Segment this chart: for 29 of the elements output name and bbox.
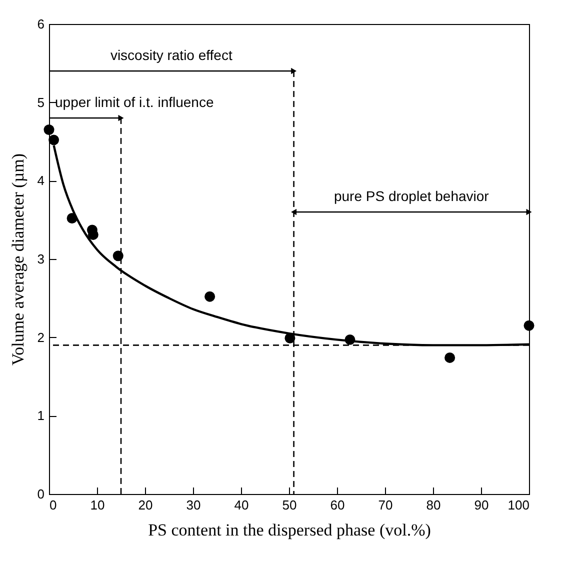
- y-tick-label: 3: [37, 252, 44, 266]
- y-tick-label: 4: [37, 173, 44, 188]
- x-tick-label: 80: [426, 498, 441, 512]
- point: [524, 320, 534, 331]
- x-tick-label: 70: [378, 498, 393, 512]
- x-tick-label: 60: [330, 498, 345, 512]
- x-axis-title: PS content in the dispersed phase (vol.%): [148, 520, 431, 540]
- x-tick-label: 20: [138, 498, 153, 512]
- y-tick-label: 0: [37, 486, 44, 502]
- y-tick-label: 2: [37, 330, 44, 345]
- point: [444, 352, 456, 363]
- x-tick-label: 90: [474, 498, 489, 512]
- x-tick-label: 0: [50, 498, 57, 512]
- y-tick-label: 6: [37, 16, 44, 32]
- point: [48, 134, 60, 146]
- y-tick-label: 1: [37, 408, 44, 424]
- x-tick-label: 30: [186, 498, 201, 512]
- y-axis-title: Volume average diameter (µm): [8, 154, 28, 366]
- y-tick-label: 5: [37, 94, 44, 110]
- point: [44, 124, 54, 135]
- x-tick-label: 40: [234, 498, 249, 512]
- point: [112, 250, 124, 262]
- annotation: viscosity ratio effect: [110, 47, 232, 63]
- annotation: upper limit of i.t. influence: [55, 94, 214, 110]
- x-tick-label: 100: [508, 498, 530, 512]
- point: [204, 291, 216, 302]
- x-tick-label: 50: [282, 498, 297, 512]
- x-tick-label: 10: [90, 498, 105, 512]
- annotation: pure PS droplet behavior: [334, 188, 490, 204]
